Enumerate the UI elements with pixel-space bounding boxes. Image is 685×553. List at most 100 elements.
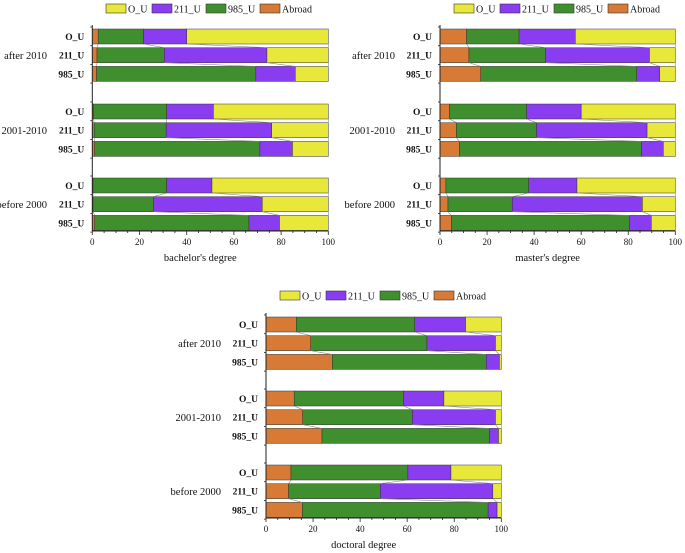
connector-line [450, 479, 493, 484]
bar-segment-985_U [449, 103, 527, 120]
bar-segment-Abroad [439, 141, 460, 157]
bar-segment-211_U [412, 409, 496, 425]
connector-line [576, 192, 643, 197]
bar-segment-985_U [96, 47, 165, 63]
bar-segment-211_U [545, 47, 650, 63]
row-label: O_U [65, 33, 84, 43]
bar-segment-O_U [495, 409, 502, 425]
connector-line [575, 43, 650, 48]
connector-line [512, 192, 529, 197]
connector-line [649, 62, 660, 67]
row-label: 211_U [59, 52, 84, 62]
bar-segment-985_U [93, 103, 167, 120]
bar-segment-O_U [646, 122, 676, 138]
row-label: O_U [65, 182, 84, 192]
group-label: before 2000 [0, 200, 47, 211]
bar-segment-211_U [511, 196, 643, 212]
connector-line [512, 211, 630, 216]
group-label: 2001-2010 [176, 413, 222, 424]
x-axis-label: master's degree [515, 253, 580, 264]
bar-segment-211_U [487, 502, 498, 518]
bar-segment-O_U [495, 335, 502, 351]
group-label: after 2010 [178, 339, 221, 350]
connector-line [642, 211, 652, 216]
x-axis-label: doctoral degree [331, 540, 396, 551]
x-tick-label: 40 [182, 237, 192, 247]
connector-line [271, 137, 293, 142]
row-label: 211_U [59, 201, 84, 211]
bar-segment-Abroad [92, 47, 98, 63]
legend-swatch-Abroad [433, 290, 455, 301]
connector-line [403, 405, 413, 410]
bar-segment-Abroad [439, 28, 467, 45]
x-tick-label: 100 [495, 524, 509, 534]
x-tick-label: 60 [577, 237, 587, 247]
bar-segment-Abroad [265, 335, 311, 351]
connector-line [213, 118, 272, 123]
legend: O_U 211_U 985_U Abroad [279, 290, 486, 303]
connector-line [495, 424, 499, 429]
group-label: 2001-2010 [350, 126, 396, 137]
bar-segment-211_U [407, 464, 452, 481]
connector-line [447, 211, 452, 216]
bar-segment-985_U [321, 428, 490, 444]
bar-segment-985_U [480, 66, 637, 82]
connector-line [646, 137, 664, 142]
bar-segment-985_U [456, 122, 537, 138]
legend-label: 985_U [576, 5, 604, 16]
row-label: 211_U [407, 201, 432, 211]
bar-segment-Abroad [265, 464, 292, 481]
connector-line [92, 211, 95, 216]
bar-segment-985_U [296, 316, 415, 333]
bar-segment-985_U [459, 141, 642, 157]
bar-segment-Abroad [265, 428, 323, 444]
bar-segment-O_U [261, 196, 329, 212]
legend-swatch-211_U [325, 290, 347, 301]
connector-line [294, 405, 303, 410]
legend: O_U 211_U 985_U Abroad [453, 3, 660, 16]
bar-segment-Abroad [439, 66, 481, 82]
bar-segment-Abroad [439, 215, 452, 231]
bar-segment-985_U [447, 196, 513, 212]
row-label: O_U [413, 33, 432, 43]
legend-label: 985_U [228, 5, 256, 16]
connector-line [143, 43, 165, 48]
bar-segment-985_U [332, 354, 487, 370]
row-label: O_U [413, 182, 432, 192]
row-label: 985_U [232, 432, 258, 442]
connector-line [443, 405, 496, 410]
legend-label: Abroad [630, 5, 660, 16]
bar-segment-211_U [165, 122, 272, 138]
x-tick-label: 0 [264, 524, 269, 534]
legend-label: 211_U [348, 292, 376, 303]
connector-line [414, 331, 428, 336]
bar-segment-985_U [310, 335, 428, 351]
x-tick-label: 60 [229, 237, 239, 247]
bar-segment-211_U [164, 47, 268, 63]
bar-segment-O_U [659, 66, 676, 82]
row-label: 211_U [407, 127, 432, 137]
x-tick-label: 100 [322, 237, 336, 247]
legend-label: 985_U [402, 292, 430, 303]
bar-segment-985_U [451, 215, 630, 231]
row-label: 985_U [58, 145, 84, 155]
bar-segment-O_U [186, 28, 329, 45]
bar-segment-211_U [380, 483, 494, 499]
row-label: O_U [239, 469, 258, 479]
row-label: 211_U [233, 488, 258, 498]
legend-label: 211_U [174, 5, 202, 16]
bar-segment-211_U [426, 335, 496, 351]
connector-line [426, 350, 487, 355]
legend-swatch-211_U [151, 3, 173, 14]
legend-swatch-O_U [105, 3, 127, 14]
x-tick-label: 80 [624, 237, 634, 247]
bar-segment-211_U [255, 66, 296, 82]
row-label: 985_U [232, 506, 258, 516]
bar-segment-985_U [468, 47, 546, 63]
bar-segment-985_U [302, 502, 489, 518]
connector-line [465, 331, 496, 336]
bar-segment-211_U [153, 196, 263, 212]
bar-segment-Abroad [265, 316, 297, 333]
legend-swatch-O_U [453, 3, 475, 14]
